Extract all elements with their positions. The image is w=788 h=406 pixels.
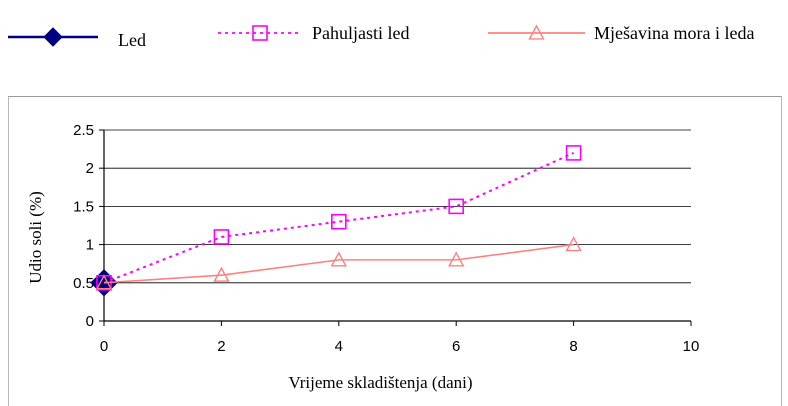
y-tick-label-3: 1.5 (73, 198, 94, 215)
data-point-1-1 (213, 229, 230, 245)
legend-marker-1 (252, 25, 268, 41)
data-point-2-3 (448, 251, 465, 267)
y-tick-label-4: 2 (86, 160, 94, 177)
x-tick-label-5: 10 (683, 338, 700, 355)
legend-markers (8, 24, 585, 47)
data-point-2-1 (213, 266, 230, 282)
x-tick-label-4: 8 (569, 338, 577, 355)
x-tick-label-3: 6 (452, 338, 460, 355)
data-point-2-4 (565, 236, 582, 252)
y-tick-label-1: 0.5 (73, 275, 94, 292)
data-point-2-0 (95, 274, 113, 290)
chart-legend: Led Pahuljasti led Mješavina mora i leda (0, 0, 788, 70)
x-tick-label-1: 2 (217, 338, 225, 355)
series-line-1 (103, 152, 575, 284)
series-line-2 (103, 243, 574, 284)
series-2 (95, 236, 582, 290)
legend-marker-0 (43, 27, 63, 47)
y-tick-label-0: 0 (86, 313, 94, 330)
series-1 (96, 145, 582, 291)
x-tick-label-2: 4 (335, 338, 343, 355)
y-tick-label-5: 2.5 (73, 122, 94, 139)
data-point-2-2 (330, 251, 347, 267)
legend-label-pahuljasti-led: Pahuljasti led (312, 23, 410, 43)
y-tick-label-2: 1 (86, 237, 94, 254)
x-tick-label-0: 0 (100, 338, 108, 355)
x-axis-title: Vrijeme skladištenja (dani) (288, 373, 472, 392)
data-point-1-4 (565, 145, 582, 161)
legend-label-mjesavina: Mješavina mora i leda (594, 23, 755, 43)
data-point-1-2 (330, 213, 347, 230)
legend-label-led: Led (118, 30, 146, 50)
data-point-1-3 (448, 198, 465, 215)
legend-marker-2 (528, 24, 545, 40)
chart-area (8, 96, 782, 406)
y-axis-title: Udio soli (%) (26, 191, 45, 284)
